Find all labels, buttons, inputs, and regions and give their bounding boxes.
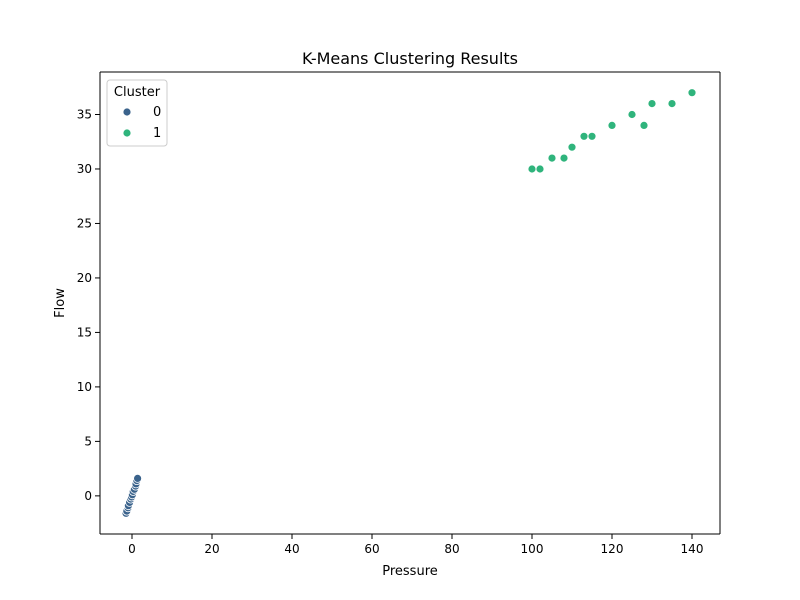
legend-marker-1 [122, 128, 132, 138]
chart-title: K-Means Clustering Results [302, 49, 518, 68]
y-tick-label: 20 [77, 271, 92, 285]
y-tick-label: 30 [77, 162, 92, 176]
data-point-cluster-1 [527, 164, 537, 174]
data-point-cluster-1 [579, 131, 589, 141]
legend-box [106, 79, 168, 147]
legend-label-1: 1 [153, 126, 161, 141]
data-point-cluster-1 [559, 153, 569, 163]
legend-marker-0 [122, 107, 132, 117]
data-point-cluster-1 [627, 110, 637, 119]
axes-frame [99, 71, 721, 535]
x-tick-label: 140 [681, 542, 704, 556]
data-point-cluster-1 [567, 142, 577, 152]
x-tick-label: 60 [364, 542, 379, 556]
x-tick-label: 120 [601, 542, 624, 556]
legend: Cluster 0 1 [106, 79, 168, 147]
y-tick-label: 25 [77, 216, 92, 230]
legend-title: Cluster [114, 85, 161, 100]
x-tick-label: 100 [521, 542, 544, 556]
x-tick-label: 80 [444, 542, 459, 556]
points-layer [121, 88, 697, 518]
y-tick-label: 10 [77, 380, 92, 394]
data-point-cluster-1 [647, 99, 657, 108]
data-point-cluster-1 [639, 121, 649, 130]
plot-area [100, 72, 720, 534]
x-tick-label: 40 [284, 542, 299, 556]
data-point-cluster-1 [535, 164, 545, 174]
data-point-cluster-1 [607, 121, 617, 130]
data-point-cluster-0 [133, 473, 143, 483]
data-point-cluster-1 [667, 99, 677, 108]
x-axis-label: Pressure [382, 564, 438, 579]
y-tick-label: 5 [84, 434, 92, 448]
y-tick-label: 35 [77, 107, 92, 121]
x-tick-label: 0 [128, 542, 136, 556]
y-tick-label: 0 [84, 489, 92, 503]
data-point-cluster-1 [547, 153, 557, 163]
y-axis-label: Flow [53, 288, 68, 318]
x-axis-ticks: 0 20 40 60 80 100 120 140 [128, 534, 703, 556]
x-tick-label: 20 [204, 542, 219, 556]
y-axis-ticks: 0 5 10 15 20 25 30 35 [77, 107, 100, 503]
data-point-cluster-1 [687, 88, 697, 98]
y-tick-label: 15 [77, 325, 92, 339]
data-point-cluster-1 [587, 131, 597, 141]
legend-label-0: 0 [153, 105, 161, 120]
